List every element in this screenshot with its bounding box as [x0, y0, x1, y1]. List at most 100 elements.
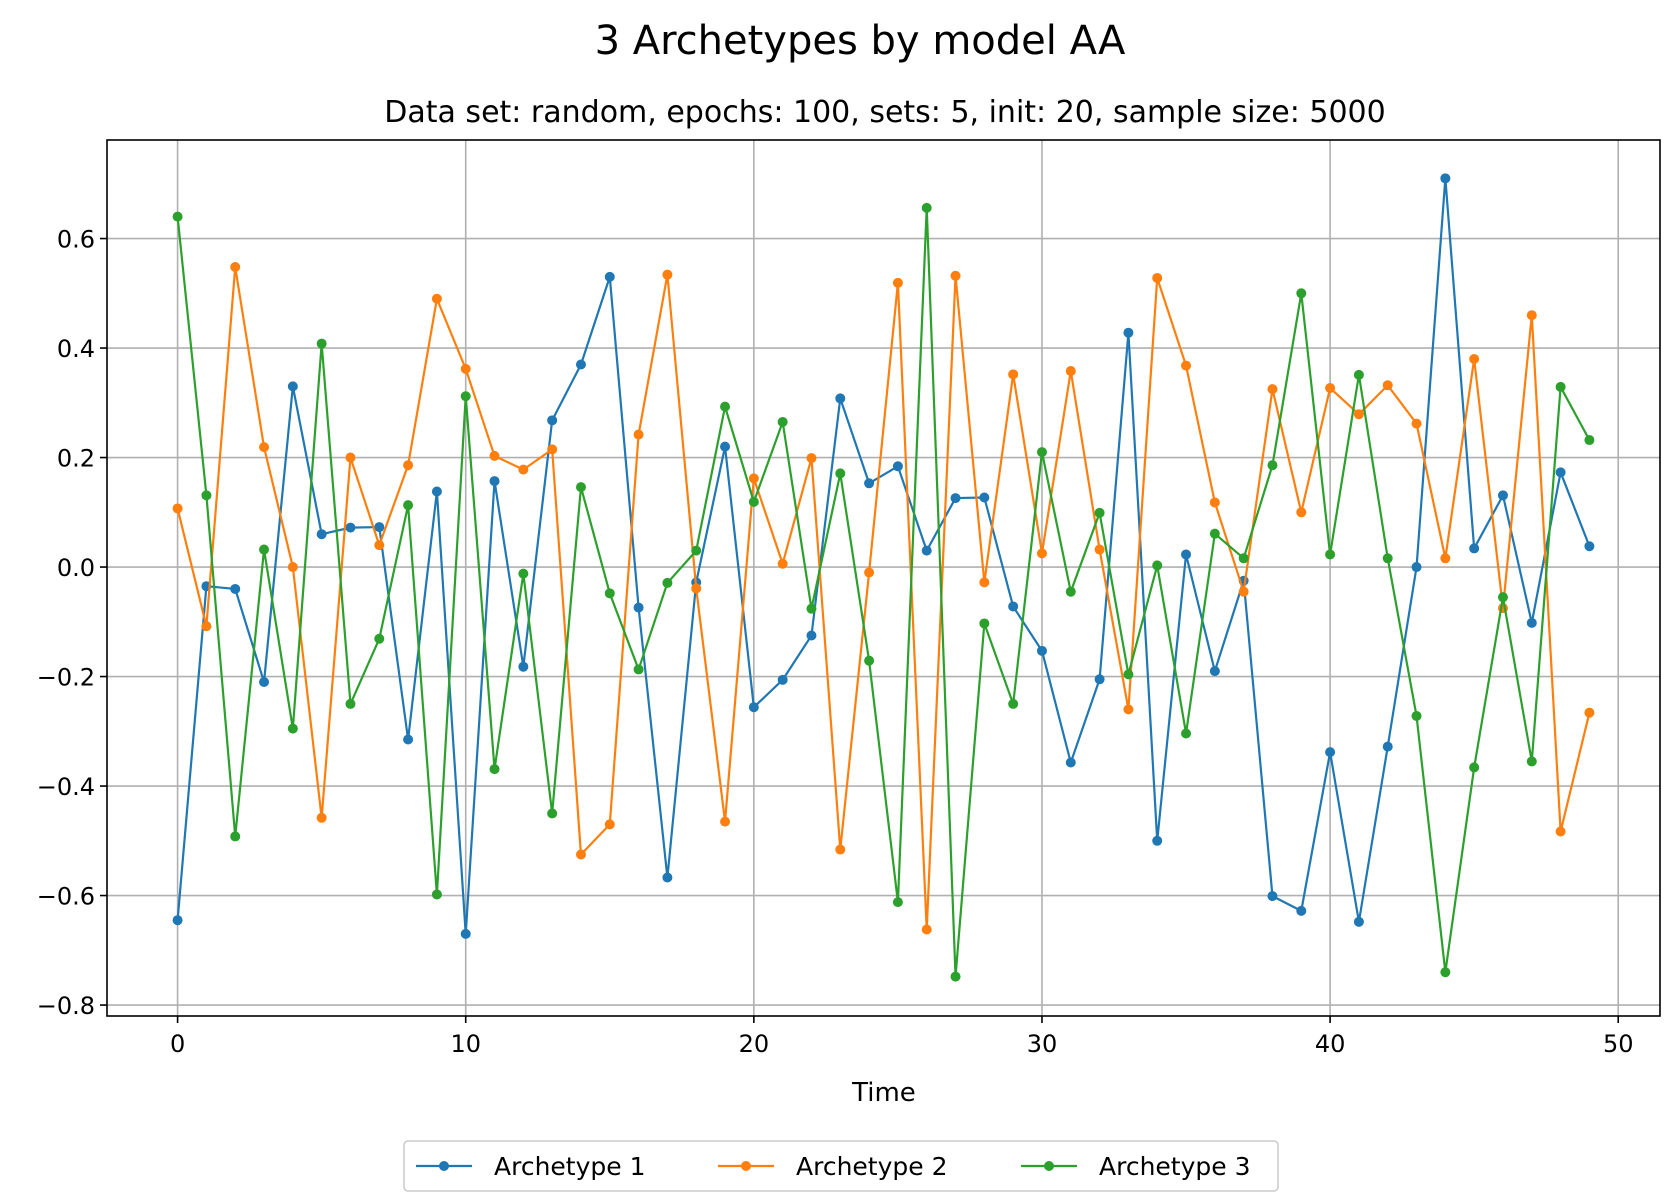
data-point — [1296, 905, 1307, 916]
series-layer — [172, 173, 1595, 982]
data-point — [633, 602, 644, 613]
legend-marker — [741, 1161, 751, 1171]
data-point — [806, 453, 817, 464]
y-tick-label: −0.6 — [37, 883, 95, 911]
data-point — [1008, 601, 1019, 612]
data-point — [1008, 369, 1019, 380]
y-tick-label: −0.8 — [37, 992, 95, 1020]
data-point — [1382, 553, 1393, 564]
data-point — [259, 544, 270, 555]
data-point — [259, 677, 270, 688]
data-point — [316, 529, 327, 540]
data-point — [777, 416, 788, 427]
x-tick-label: 10 — [450, 1030, 481, 1058]
data-point — [201, 621, 212, 632]
axis-layer: 0 10 20 30 40 50 −0.8 −0.6 −0.4 −0.2 0.0 0.2 0.4 0.6 — [37, 226, 1634, 1058]
legend-items: Archetype 1 Archetype 2 Archetype 3 — [416, 1152, 1251, 1181]
data-point — [662, 577, 673, 588]
data-point — [950, 270, 961, 281]
x-tick-label: 30 — [1027, 1030, 1058, 1058]
series-archetype-3 — [172, 202, 1595, 982]
data-point — [777, 558, 788, 569]
data-point — [1036, 645, 1047, 656]
data-point — [979, 618, 990, 629]
data-point — [1353, 409, 1364, 420]
y-tick-label: 0.6 — [57, 226, 95, 254]
data-point — [892, 461, 903, 472]
data-point — [921, 924, 932, 935]
data-point — [287, 381, 298, 392]
legend-label: Archetype 2 — [796, 1152, 948, 1181]
series-line — [176, 177, 1591, 935]
data-point — [316, 338, 327, 349]
data-point — [748, 496, 759, 507]
data-point — [575, 482, 586, 493]
data-point — [691, 545, 702, 556]
data-point — [1469, 762, 1480, 773]
data-point — [1123, 327, 1134, 338]
data-point — [431, 293, 442, 304]
legend-label: Archetype 1 — [494, 1152, 646, 1181]
data-point — [1555, 826, 1566, 837]
y-tick-label: −0.2 — [37, 664, 95, 692]
data-point — [287, 723, 298, 734]
data-point — [1152, 560, 1163, 571]
y-tick-label: 0.4 — [57, 335, 95, 363]
data-point — [633, 664, 644, 675]
data-point — [1296, 507, 1307, 518]
data-point — [1238, 553, 1249, 564]
data-point — [172, 211, 183, 222]
data-point — [374, 633, 385, 644]
data-point — [460, 363, 471, 374]
data-point — [575, 359, 586, 370]
data-point — [1065, 366, 1076, 377]
data-point — [1238, 586, 1249, 597]
data-point — [287, 562, 298, 573]
data-point — [806, 603, 817, 614]
legend-item: Archetype 1 — [416, 1152, 646, 1181]
data-point — [921, 545, 932, 556]
data-point — [921, 202, 932, 213]
data-point — [1584, 435, 1595, 446]
data-point — [403, 500, 414, 511]
data-point — [1209, 497, 1220, 508]
data-point — [316, 812, 327, 823]
data-point — [1209, 528, 1220, 539]
data-point — [518, 661, 529, 672]
data-point — [1181, 728, 1192, 739]
data-point — [1411, 562, 1422, 573]
data-point — [1065, 757, 1076, 768]
data-point — [950, 493, 961, 504]
data-point — [1411, 710, 1422, 721]
data-point — [835, 844, 846, 855]
data-point — [403, 734, 414, 745]
data-point — [374, 522, 385, 533]
x-tick-label: 20 — [739, 1030, 770, 1058]
data-point — [720, 441, 731, 452]
data-point — [979, 492, 990, 503]
data-point — [892, 277, 903, 288]
data-point — [748, 702, 759, 713]
data-point — [1497, 592, 1508, 603]
data-point — [575, 849, 586, 860]
data-point — [1555, 381, 1566, 392]
data-point — [979, 577, 990, 588]
data-point — [950, 971, 961, 982]
data-point — [489, 764, 500, 775]
data-point — [1325, 383, 1336, 394]
data-point — [1036, 548, 1047, 559]
data-point — [489, 476, 500, 487]
data-point — [1469, 354, 1480, 364]
data-point — [460, 928, 471, 939]
data-point — [518, 568, 529, 579]
data-point — [431, 486, 442, 497]
data-point — [1267, 384, 1278, 395]
data-point — [662, 269, 673, 280]
series-archetype-2 — [172, 262, 1595, 935]
series-line — [176, 206, 1591, 978]
data-point — [1325, 549, 1336, 560]
data-point — [864, 655, 875, 666]
data-point — [547, 444, 558, 455]
data-point — [604, 588, 615, 599]
chart-title: 3 Archetypes by model AA — [595, 18, 1126, 64]
